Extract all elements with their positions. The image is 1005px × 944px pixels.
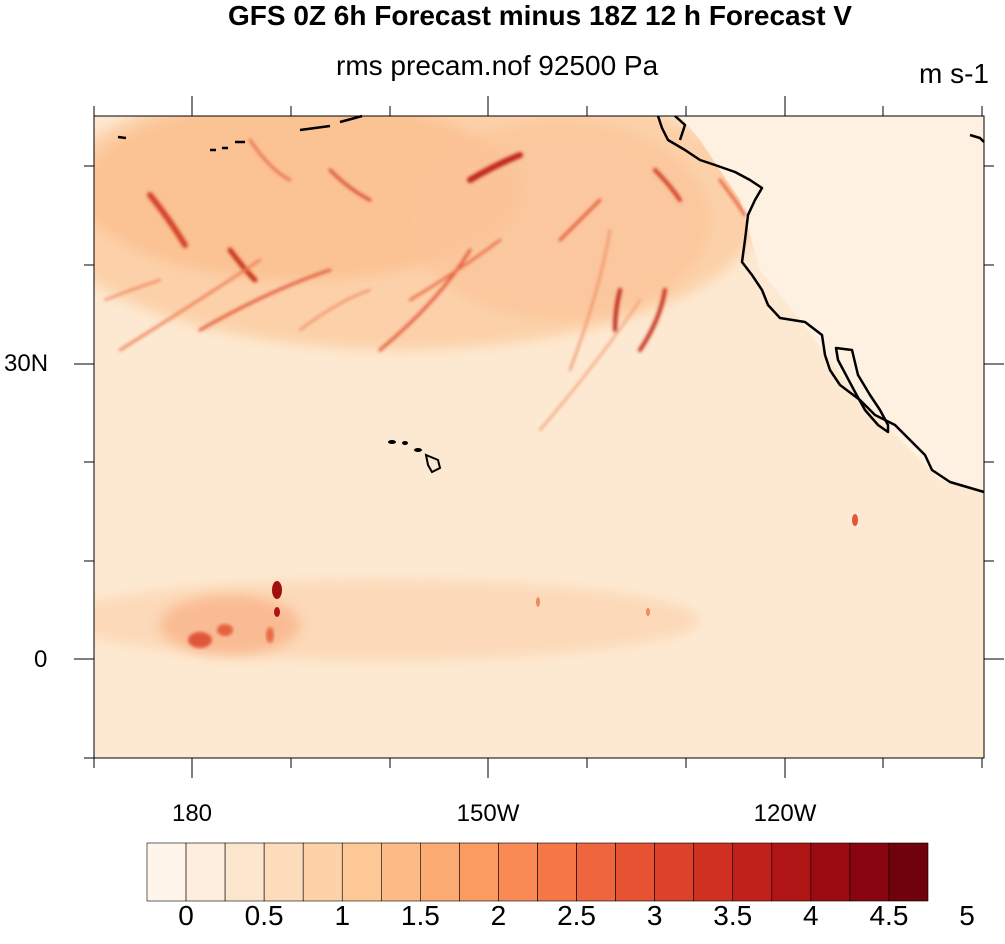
aleutian-2 [210,140,245,152]
plot-subtitle: rms precam.nof 92500 Pa [336,50,659,81]
colorbar-box [185,842,226,902]
colorbar-label: 5 [959,900,975,931]
colorbar-box [654,842,695,902]
colorbar-box [615,842,655,902]
baja-gulf-coastline [834,346,890,434]
colorbar-box [459,842,499,902]
aleutian-1 [117,135,127,140]
puget-coastline [674,115,687,141]
colorbar-box [302,842,343,902]
colorbar-label: 0 [178,900,194,931]
ne-coastline [969,133,985,143]
colorbar-box [810,842,851,902]
lat-label-0: 0 [34,646,48,673]
colorbar-box [380,842,421,902]
colorbar-box [341,842,382,902]
aleutian-3 [299,124,331,132]
colorbar-box [576,842,616,902]
colorbar-box [771,842,812,902]
hawaii [388,440,442,474]
lon-label-180: 180 [171,800,213,827]
colorbar-label: 4 [803,900,819,931]
north-america-coastline [656,115,985,494]
colorbar-box [498,842,538,902]
lon-label-150w: 150W [456,800,520,827]
field-layer [94,116,984,758]
colorbar-box [537,842,577,902]
colorbar-label: 4.5 [869,900,909,931]
colorbar-label: 2.5 [557,900,597,931]
colorbar-box [420,842,460,902]
colorbar-box [888,842,929,902]
itcz-spots [188,514,858,648]
colorbar-box [732,842,773,902]
plot-title: GFS 0Z 6h Forecast minus 18Z 12 h Foreca… [228,0,852,31]
coastlines [117,114,985,494]
colorbar-label: 1 [334,900,351,931]
streaks [104,138,747,431]
colorbar-label: 3 [646,900,663,931]
colorbar-box [263,842,304,902]
colorbar-label: 2 [490,900,507,931]
colorbar-label: 1.5 [400,900,440,931]
colorbar-box [693,842,734,902]
map-frame [93,115,985,759]
units-label: m s-1 [919,58,989,89]
lat-label-30n: 30N [4,350,49,377]
colorbar [146,842,929,902]
aleutian-4 [339,114,363,124]
colorbar-box [146,842,187,902]
colorbar-box [849,842,890,902]
colorbar-label: 0.5 [244,900,284,931]
tick-marks [74,96,1004,778]
land-area [680,116,984,490]
lon-label-120w: 120W [753,800,817,827]
colorbar-label: 3.5 [713,900,753,931]
itcz-band [94,580,700,660]
colorbar-box [224,842,265,902]
